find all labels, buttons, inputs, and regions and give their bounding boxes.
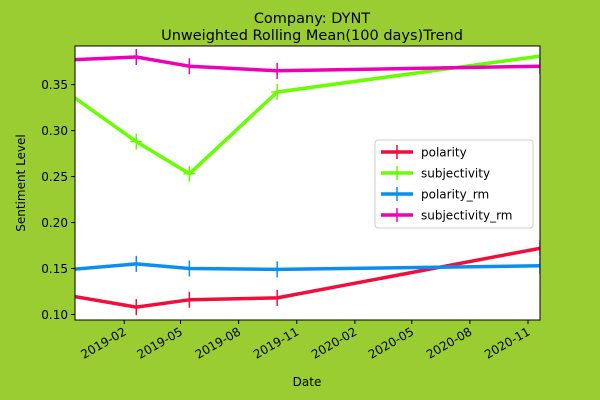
legend-marker bbox=[391, 187, 403, 201]
series-subjectivity bbox=[75, 48, 540, 182]
series-polarity bbox=[75, 240, 540, 316]
data-point bbox=[130, 255, 143, 272]
legend-marker bbox=[391, 208, 403, 222]
x-tick-label: 2019-02 bbox=[78, 324, 128, 361]
x-tick-label: 2020-11 bbox=[482, 324, 532, 361]
y-axis-label: Sentiment Level bbox=[14, 134, 28, 232]
legend-label: subjectivity bbox=[421, 167, 490, 181]
data-point bbox=[534, 240, 540, 257]
data-point bbox=[183, 291, 196, 308]
x-axis-label: Date bbox=[293, 375, 322, 389]
plot-frame bbox=[74, 45, 541, 321]
chart-subtitle: Unweighted Rolling Mean(100 days)Trend bbox=[161, 28, 463, 44]
x-axis: 2019-02 2019-05 2019-08 2019-11 2020-02 2020-… bbox=[78, 320, 532, 362]
legend-entry: polarity bbox=[381, 145, 467, 160]
series-subjectivity_rm bbox=[75, 49, 540, 79]
x-tick-label: 2019-05 bbox=[135, 324, 185, 361]
legend-label: subjectivity_rm bbox=[421, 209, 512, 223]
data-point bbox=[534, 48, 540, 65]
data-point bbox=[183, 260, 196, 277]
legend-entry: polarity_rm bbox=[381, 187, 489, 202]
data-point bbox=[534, 58, 540, 75]
y-tick-label: 0.25 bbox=[41, 170, 68, 184]
legend-box bbox=[374, 139, 534, 229]
data-point bbox=[183, 58, 196, 75]
x-tick-label: 2020-08 bbox=[424, 324, 474, 361]
legend: polarity subjectivity polarity_rm subjectiv… bbox=[374, 139, 534, 229]
chart-title: Company: DYNT bbox=[254, 11, 370, 27]
x-tick-label: 2020-05 bbox=[366, 324, 416, 361]
legend-marker bbox=[391, 145, 403, 159]
legend-label: polarity_rm bbox=[421, 188, 489, 202]
data-point bbox=[271, 261, 284, 278]
data-point bbox=[271, 62, 284, 79]
data-point bbox=[271, 289, 284, 306]
x-tick-label: 2020-02 bbox=[309, 324, 359, 361]
y-tick-label: 0.15 bbox=[41, 262, 68, 276]
series-polarity_rm bbox=[75, 255, 540, 278]
y-tick-label: 0.30 bbox=[41, 124, 68, 138]
data-point bbox=[271, 83, 284, 100]
data-point bbox=[130, 299, 143, 316]
data-point bbox=[130, 49, 143, 66]
series-layer bbox=[75, 48, 540, 316]
legend-entry: subjectivity bbox=[381, 166, 490, 181]
data-point bbox=[534, 257, 540, 274]
legend-marker bbox=[391, 166, 403, 180]
legend-label: polarity bbox=[421, 146, 467, 160]
x-tick-label: 2019-08 bbox=[193, 324, 243, 361]
y-tick-label: 0.10 bbox=[41, 308, 68, 322]
legend-entry: subjectivity_rm bbox=[381, 208, 512, 223]
y-axis: 0.10 0.15 0.20 0.25 0.30 0.35 bbox=[41, 78, 75, 322]
y-tick-label: 0.35 bbox=[41, 78, 68, 92]
data-point bbox=[130, 133, 143, 150]
y-tick-label: 0.20 bbox=[41, 216, 68, 230]
data-point bbox=[183, 165, 196, 182]
x-tick-label: 2019-11 bbox=[251, 324, 301, 361]
